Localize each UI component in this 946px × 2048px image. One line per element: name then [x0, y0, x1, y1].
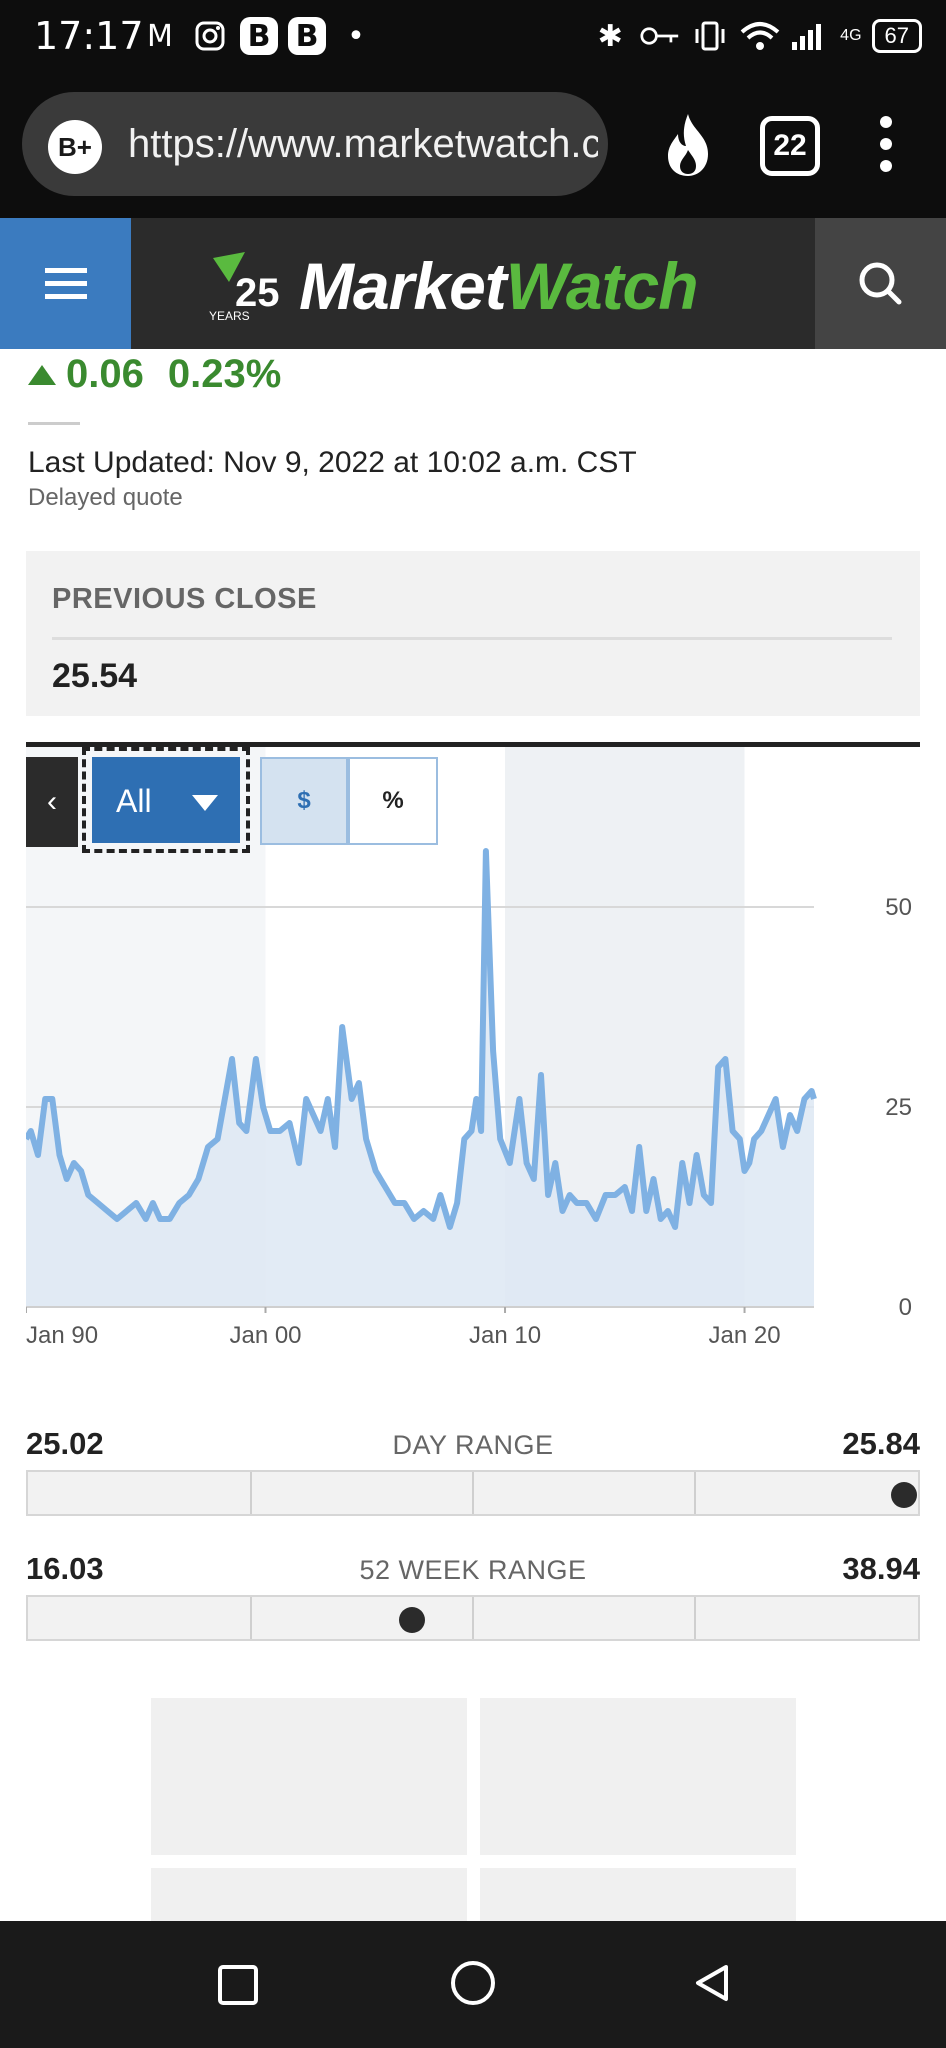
percent-toggle-button[interactable]: %	[348, 757, 438, 845]
instagram-icon	[190, 16, 230, 56]
recents-button[interactable]	[218, 1965, 258, 2005]
day-range-marker	[891, 1482, 918, 1508]
home-button[interactable]	[451, 1961, 495, 2005]
key-icon	[640, 16, 680, 56]
gmail-icon: M	[147, 18, 173, 54]
price-change: 0.06	[66, 352, 144, 396]
site-header: 25 YEARS Market Watch	[0, 218, 946, 349]
status-time: 17:17	[34, 14, 144, 58]
divider	[52, 637, 892, 640]
signal-icon	[790, 16, 830, 56]
browser-toolbar: B+ https://www.marketwatch.com 22	[0, 72, 946, 218]
y-tick-label: 50	[885, 894, 912, 921]
search-button[interactable]	[815, 218, 946, 349]
previous-close-value: 25.54	[52, 657, 138, 695]
day-range-low: 25.02	[26, 1426, 104, 1461]
loading-placeholder	[151, 1698, 467, 1855]
back-button[interactable]	[690, 1961, 734, 2010]
loading-placeholder	[151, 1868, 467, 1921]
dot-icon: •	[347, 18, 365, 54]
back-icon	[696, 1965, 728, 2001]
day-range-high: 25.84	[842, 1426, 920, 1461]
b-alert-icon: B	[288, 17, 326, 55]
time-range-value: All	[116, 783, 152, 819]
caret-down-icon	[192, 795, 218, 811]
last-updated: Last Updated: Nov 9, 2022 at 10:02 a.m. …	[28, 446, 637, 479]
bluetooth-icon: ✱	[597, 18, 623, 54]
logo-watch-text: Watch	[505, 249, 699, 323]
status-icons-right: ✱ 4G 67	[590, 16, 922, 56]
week52-range-marker	[399, 1607, 426, 1633]
hamburger-menu-icon[interactable]	[0, 218, 131, 349]
chart-top-rule	[26, 742, 920, 747]
network-type: 4G	[840, 27, 862, 44]
url-text[interactable]: https://www.marketwatch.com	[128, 122, 598, 166]
status-bar: 17:17 M B B • ✱ 4G 67	[0, 0, 946, 72]
divider	[28, 422, 80, 425]
battery-icon: 67	[871, 19, 922, 53]
week52-range-track	[26, 1595, 920, 1641]
week52-range-high: 38.94	[842, 1551, 920, 1586]
delayed-quote-label: Delayed quote	[28, 484, 183, 511]
previous-close-label: PREVIOUS CLOSE	[52, 583, 317, 615]
loading-placeholder	[480, 1698, 796, 1855]
chart-line	[26, 848, 817, 1230]
x-tick-label: Jan 90	[26, 1322, 98, 1347]
flame-icon[interactable]	[658, 110, 718, 180]
price-change-row: 0.06 0.23%	[28, 352, 281, 397]
browser-menu-icon[interactable]	[876, 116, 896, 186]
x-tick-label: Jan 20	[709, 1322, 781, 1347]
y-tick-label: 0	[899, 1294, 912, 1321]
week52-range-low: 16.03	[26, 1551, 104, 1586]
tab-switcher-button[interactable]: 22	[760, 116, 820, 176]
site-badge-icon[interactable]: B+	[48, 120, 102, 174]
wifi-icon	[740, 16, 780, 56]
loading-placeholder	[480, 1868, 796, 1921]
up-arrow-icon	[28, 364, 56, 385]
logo-number: 25	[235, 271, 280, 315]
price-change-percent: 0.23%	[167, 352, 282, 396]
previous-close-card: PREVIOUS CLOSE 25.54	[26, 551, 920, 716]
status-icons-left: M B B •	[140, 16, 376, 56]
dollar-toggle-button[interactable]: $	[260, 757, 348, 845]
chart-previous-button[interactable]: ‹	[26, 757, 78, 847]
x-tick-label: Jan 00	[229, 1322, 301, 1347]
logo-years: YEARS	[209, 309, 250, 323]
b-app-icon: B	[240, 17, 278, 55]
chart-area	[26, 851, 814, 1307]
day-range-label: DAY RANGE	[392, 1430, 554, 1460]
vibrate-icon	[690, 16, 730, 56]
logo-market-text: Market	[299, 249, 507, 323]
y-tick-label: 25	[885, 1094, 912, 1121]
time-range-select[interactable]: All	[82, 747, 250, 853]
week52-range-label: 52 WEEK RANGE	[359, 1555, 587, 1585]
address-bar[interactable]: B+ https://www.marketwatch.com	[22, 92, 608, 196]
25-years-logo-icon: 25 YEARS	[205, 246, 285, 326]
day-range-track	[26, 1470, 920, 1516]
x-tick-label: Jan 10	[469, 1322, 541, 1347]
android-nav-bar	[0, 1921, 946, 2048]
search-icon	[859, 262, 902, 305]
marketwatch-logo[interactable]: 25 YEARS Market Watch	[205, 236, 699, 336]
price-chart: 50 25 0 Jan 90 Jan 00 Jan 10 Jan 20 ‹ All $ %	[26, 747, 920, 1347]
